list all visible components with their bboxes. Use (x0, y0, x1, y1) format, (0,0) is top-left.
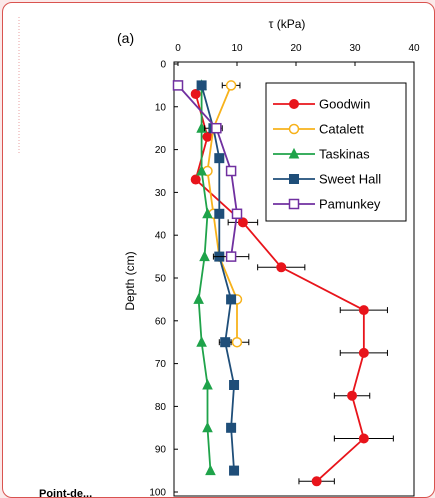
legend-marker (289, 174, 299, 184)
data-series (172, 79, 394, 487)
data-point (226, 294, 237, 305)
data-point (205, 464, 216, 476)
data-point (358, 305, 369, 316)
x-tick-label: 0 (175, 43, 181, 54)
data-point (202, 131, 213, 142)
legend-marker (288, 198, 300, 210)
legend-marker (288, 123, 300, 135)
y-tick-label: 50 (155, 274, 167, 285)
legend-label: Catalett (319, 122, 364, 137)
data-point (276, 262, 287, 273)
data-point (190, 88, 201, 99)
data-point (229, 465, 240, 476)
x-tick-label: 10 (231, 43, 243, 54)
legend-label: Pamunkey (319, 197, 381, 212)
data-point (202, 421, 213, 433)
data-point (231, 208, 243, 220)
data-point (214, 153, 225, 164)
data-point (311, 476, 322, 487)
y-tick-label: 0 (160, 60, 166, 71)
y-tick-label: 10 (155, 102, 167, 113)
y-axis-title: Depth (cm) (123, 251, 137, 310)
data-point (358, 433, 369, 444)
data-point (214, 208, 225, 219)
side-text: Point-de... (39, 488, 92, 497)
series-pamunkey (172, 80, 250, 262)
data-point (225, 251, 237, 262)
legend-box (265, 82, 407, 222)
y-tick-label: 40 (155, 231, 167, 242)
data-point (225, 165, 237, 177)
data-point (202, 378, 213, 390)
data-point (196, 122, 207, 133)
x-tick-label: 40 (408, 43, 420, 54)
legend-label: Goodwin (319, 97, 370, 112)
data-point (196, 80, 207, 91)
data-point (220, 337, 231, 348)
data-point (199, 250, 210, 262)
x-tick-label: 20 (290, 43, 302, 54)
data-point (237, 217, 248, 228)
axis-ticks: 0 10 20 30 40 0 10 20 30 40 50 60 70 80 90 100 (149, 43, 420, 497)
chart: (a) τ (kPa) Depth (cm) 0 10 20 30 40 0 10 20 30 4… (18, 17, 420, 497)
data-point (196, 164, 207, 176)
x-tick-label: 30 (349, 43, 361, 54)
y-tick-label: 60 (155, 316, 167, 327)
data-point (196, 336, 207, 347)
data-point (347, 390, 358, 401)
y-tick-label: 20 (155, 145, 167, 156)
legend-marker (289, 99, 299, 109)
y-tick-label: 100 (149, 488, 166, 498)
series-sweet-hall (196, 80, 240, 476)
y-tick-label: 80 (155, 402, 167, 413)
data-point (211, 122, 222, 134)
panel-label: (a) (117, 30, 134, 46)
series-line (200, 85, 235, 471)
y-tick-label: 90 (155, 445, 167, 456)
legend: Goodwin Catalett Taskinas Sweet Hall Pamunke… (265, 82, 407, 222)
data-point (225, 80, 237, 91)
data-point (229, 380, 240, 390)
data-point (172, 80, 184, 91)
data-point (202, 207, 213, 219)
data-point (193, 293, 204, 304)
x-axis-title: τ (kPa) (269, 17, 306, 31)
data-point (231, 336, 243, 348)
series-line (197, 85, 212, 471)
data-point (190, 174, 201, 185)
data-point (358, 347, 369, 358)
legend-label: Taskinas (319, 147, 370, 162)
legend-marker (288, 147, 300, 159)
data-point (226, 422, 237, 433)
y-tick-label: 30 (155, 188, 167, 199)
legend-label: Sweet Hall (319, 172, 381, 187)
y-tick-label: 70 (155, 359, 167, 370)
